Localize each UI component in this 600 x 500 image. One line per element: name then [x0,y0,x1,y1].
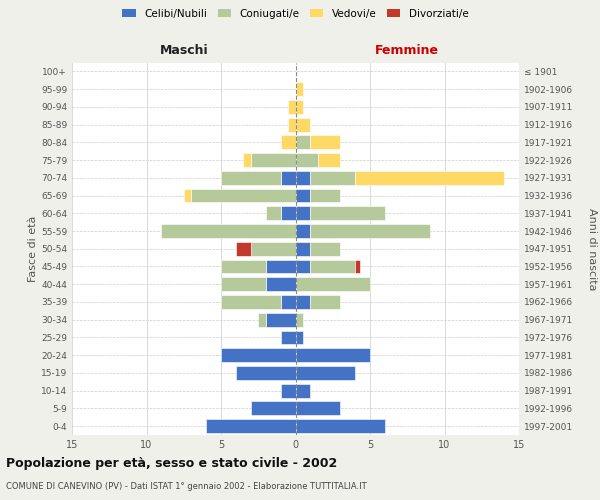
Text: COMUNE DI CANEVINO (PV) - Dati ISTAT 1° gennaio 2002 - Elaborazione TUTTITALIA.I: COMUNE DI CANEVINO (PV) - Dati ISTAT 1° … [6,482,367,491]
Bar [281,136,296,149]
Bar [221,171,281,184]
Bar [296,384,310,398]
Bar [281,206,296,220]
Y-axis label: Fasce di età: Fasce di età [28,216,38,282]
Y-axis label: Anni di nascita: Anni di nascita [587,208,597,290]
Bar [310,295,340,309]
Bar [251,242,296,256]
Bar [296,118,310,132]
Bar [281,295,296,309]
Bar [310,260,355,274]
Bar [221,278,266,291]
Bar [296,278,370,291]
Bar [296,402,340,415]
Bar [251,402,296,415]
Bar [310,206,385,220]
Bar [296,242,310,256]
Bar [281,330,296,344]
Legend: Celibi/Nubili, Coniugati/e, Vedovi/e, Divorziati/e: Celibi/Nubili, Coniugati/e, Vedovi/e, Di… [118,4,473,22]
Bar [296,366,355,380]
Bar [236,366,296,380]
Bar [266,278,296,291]
Text: Femmine: Femmine [375,44,439,57]
Bar [296,188,310,202]
Bar [221,295,281,309]
Bar [251,153,296,167]
Bar [258,313,266,326]
Bar [310,242,340,256]
Bar [161,224,296,238]
Text: Popolazione per età, sesso e stato civile - 2002: Popolazione per età, sesso e stato civil… [6,458,337,470]
Bar [236,242,251,256]
Bar [296,153,318,167]
Bar [221,348,296,362]
Bar [296,313,303,326]
Bar [296,348,370,362]
Bar [296,100,303,114]
Bar [355,171,504,184]
Text: Maschi: Maschi [160,44,208,57]
Bar [296,260,310,274]
Bar [266,206,281,220]
Bar [296,171,310,184]
Bar [184,188,191,202]
Bar [266,260,296,274]
Bar [310,136,340,149]
Bar [296,295,310,309]
Bar [266,313,296,326]
Bar [221,260,266,274]
Bar [355,260,359,274]
Bar [281,384,296,398]
Bar [206,419,296,433]
Bar [281,171,296,184]
Bar [318,153,340,167]
Bar [296,136,310,149]
Bar [191,188,296,202]
Bar [288,118,296,132]
Bar [296,82,303,96]
Bar [288,100,296,114]
Bar [310,188,340,202]
Bar [310,224,430,238]
Bar [296,419,385,433]
Bar [296,224,310,238]
Bar [296,206,310,220]
Bar [244,153,251,167]
Bar [310,171,355,184]
Bar [296,330,303,344]
